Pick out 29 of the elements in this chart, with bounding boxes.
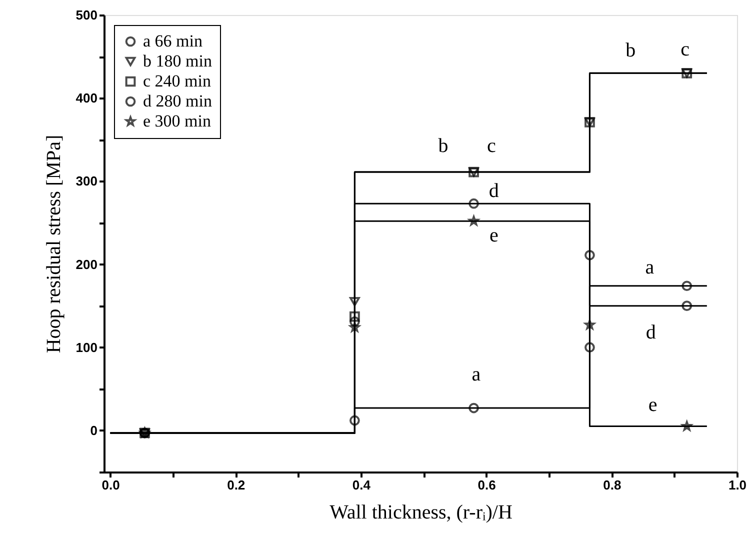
y-tick-label: 500	[76, 8, 98, 22]
annotation: e	[648, 394, 658, 416]
legend-label: b 180 min	[143, 52, 212, 70]
y-axis-title: Hoop residual stress [MPa]	[42, 134, 65, 354]
x-tick-label: 1.0	[728, 478, 747, 492]
annotation: c	[486, 135, 496, 158]
legend-label: d 280 min	[143, 92, 212, 110]
x-tick-label: 0.2	[227, 478, 246, 492]
x-tick-label: 0.8	[603, 478, 622, 492]
x-axis-title: Wall thickness, (r-rᵢ)/H	[330, 502, 512, 524]
annotation: b	[438, 135, 448, 158]
y-tick-label: 100	[76, 340, 98, 355]
annotation: d	[488, 180, 499, 202]
annotation: c	[680, 38, 690, 60]
y-tick-label: 0	[90, 422, 98, 438]
legend-label: e 300 min	[143, 112, 212, 130]
x-tick-label: 0.0	[102, 478, 120, 492]
annotation: a	[472, 364, 481, 386]
annotation: a	[645, 256, 654, 279]
annotation: b	[626, 40, 636, 62]
x-tick-label: 0.6	[478, 478, 496, 492]
legend-label: a 66 min	[143, 32, 203, 50]
y-tick-label: 300	[76, 174, 98, 189]
annotation: d	[646, 322, 656, 344]
y-tick-label: 200	[76, 256, 98, 272]
y-tick-label: 400	[76, 90, 98, 106]
annotation: e	[489, 224, 498, 247]
legend-label: c 240 min	[143, 72, 212, 90]
x-tick-label: 0.4	[352, 478, 372, 492]
